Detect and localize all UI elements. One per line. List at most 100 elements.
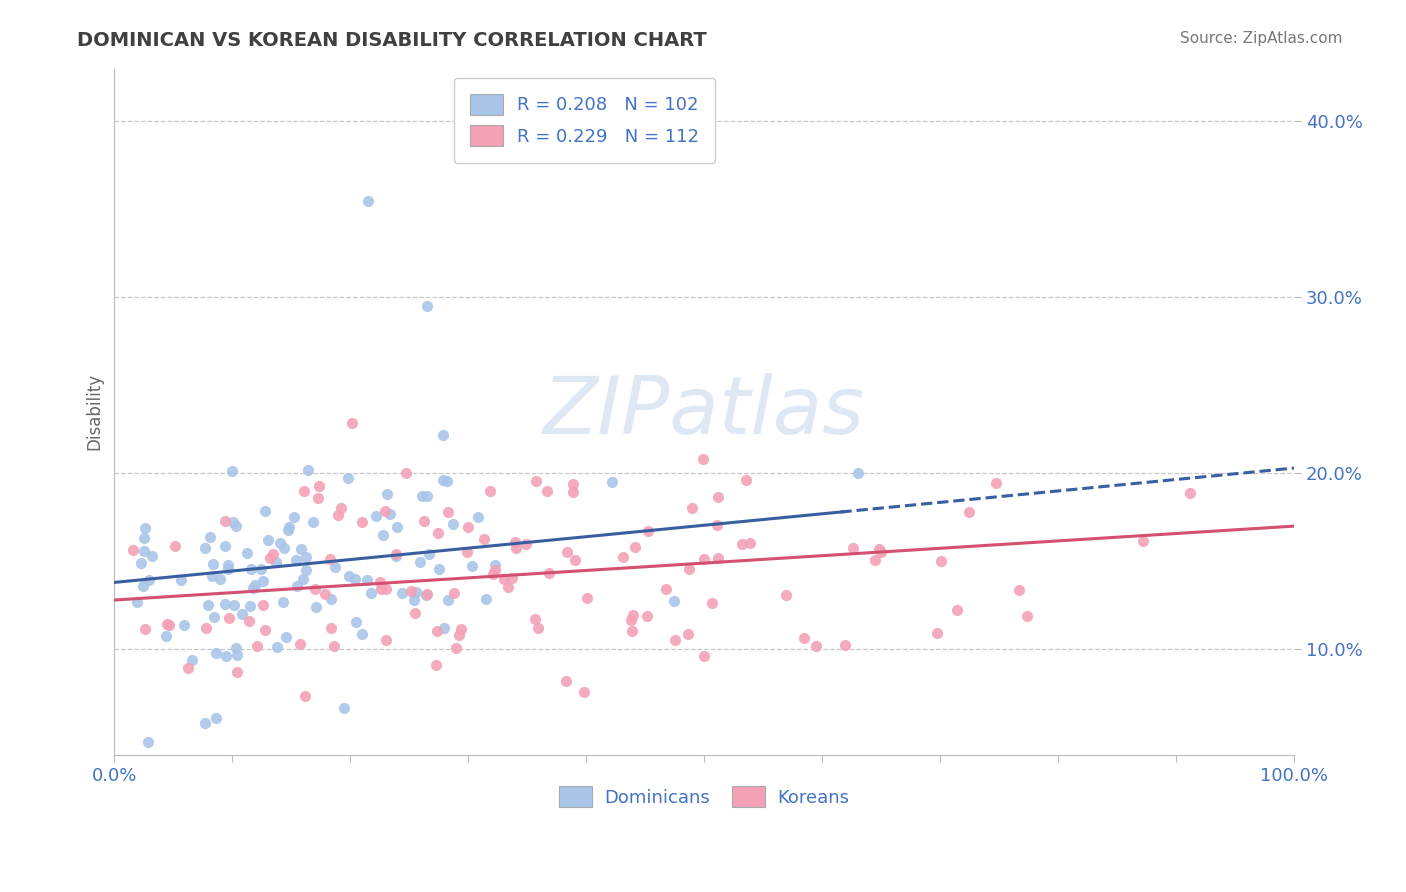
Point [290,541,312,556]
Point [676,627,699,641]
Point [425,657,447,672]
Point [297,463,319,477]
Text: DOMINICAN VS KOREAN DISABILITY CORRELATION CHART: DOMINICAN VS KOREAN DISABILITY CORRELATI… [77,31,707,50]
Point [572,685,595,699]
Point [226,648,249,662]
Point [198,530,221,544]
Point [443,586,465,600]
Point [444,640,467,655]
Point [252,598,274,612]
Point [177,661,200,675]
Point [274,630,297,644]
Point [385,520,408,534]
Point [1132,534,1154,549]
Point [239,599,262,614]
Point [562,477,585,491]
Legend: Dominicans, Koreans: Dominicans, Koreans [553,780,856,814]
Point [706,490,728,504]
Point [256,533,278,547]
Point [734,473,756,487]
Y-axis label: Disability: Disability [86,373,103,450]
Point [371,528,394,542]
Point [375,487,398,501]
Point [501,571,523,585]
Point [384,547,406,561]
Point [214,514,236,528]
Point [457,519,479,533]
Point [194,715,217,730]
Point [409,555,432,569]
Point [662,594,685,608]
Point [141,549,163,563]
Point [868,541,890,556]
Point [236,546,259,560]
Point [405,585,427,599]
Point [1017,608,1039,623]
Point [238,614,260,628]
Point [612,550,634,565]
Point [314,586,336,600]
Point [249,562,271,576]
Point [264,555,287,569]
Point [370,582,392,597]
Point [302,515,325,529]
Point [304,582,326,597]
Point [450,622,472,636]
Point [215,649,238,664]
Point [620,613,643,627]
Point [515,537,537,551]
Point [524,612,547,626]
Point [505,541,527,556]
Point [536,483,558,498]
Point [125,595,148,609]
Point [678,562,700,576]
Point [624,540,647,554]
Point [395,466,418,480]
Point [326,508,349,522]
Point [218,610,240,624]
Point [957,505,980,519]
Point [197,598,219,612]
Point [308,479,330,493]
Point [226,665,249,680]
Point [305,600,328,615]
Point [503,535,526,549]
Point [929,554,952,568]
Point [202,558,225,572]
Point [368,574,391,589]
Point [564,553,586,567]
Point [391,586,413,600]
Point [946,603,969,617]
Point [413,515,436,529]
Point [214,597,236,611]
Point [224,598,246,612]
Point [418,548,440,562]
Point [834,638,856,652]
Point [432,428,454,442]
Point [262,547,284,561]
Point [562,485,585,500]
Point [225,519,247,533]
Point [356,574,378,588]
Point [202,609,225,624]
Point [283,509,305,524]
Point [472,532,495,546]
Point [664,633,686,648]
Point [121,543,143,558]
Point [205,646,228,660]
Point [221,515,243,529]
Point [378,507,401,521]
Point [415,588,437,602]
Point [266,640,288,655]
Point [492,572,515,586]
Point [707,551,730,566]
Point [411,489,433,503]
Point [600,475,623,489]
Point [693,552,716,566]
Point [217,558,239,572]
Point [478,483,501,498]
Point [681,500,703,515]
Point [865,553,887,567]
Point [846,467,869,481]
Point [404,606,426,620]
